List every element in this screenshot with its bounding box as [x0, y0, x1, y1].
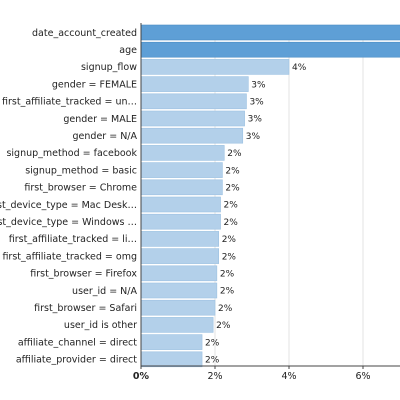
x-tick-label: 0% — [133, 371, 150, 382]
value-label: 2% — [220, 270, 235, 280]
category-label: first_browser = Firefox — [30, 269, 137, 280]
category-label: date_account_created — [32, 28, 137, 39]
category-label: first_browser = Safari — [34, 303, 137, 314]
bar[interactable] — [140, 93, 247, 110]
category-label: first_browser = Chrome — [24, 183, 137, 194]
bar[interactable] — [140, 110, 245, 127]
value-label: 2% — [227, 149, 242, 159]
category-label: gender = MALE — [63, 114, 137, 125]
category-label: first_affiliate_tracked = un… — [2, 97, 137, 108]
bar[interactable] — [140, 179, 223, 196]
value-label: 2% — [224, 218, 239, 228]
value-label: 2% — [224, 201, 239, 211]
category-label: first_affiliate_tracked = omg — [2, 251, 137, 262]
bar[interactable] — [140, 76, 249, 92]
value-label: 2% — [216, 321, 231, 331]
bar[interactable] — [140, 162, 223, 178]
category-label: signup_method = basic — [25, 165, 137, 176]
category-label: user_id is other — [64, 320, 137, 331]
value-label: 4% — [292, 63, 307, 73]
bar[interactable] — [140, 145, 225, 161]
bar[interactable] — [140, 248, 219, 264]
value-label: 3% — [248, 115, 263, 125]
value-label: 2% — [205, 356, 220, 366]
category-label: affiliate_channel = direct — [18, 337, 137, 348]
value-label: 2% — [218, 304, 233, 314]
x-tick-label: 6% — [355, 371, 370, 382]
category-label: first_device_type = Mac Desk… — [0, 200, 137, 211]
value-label: 2% — [222, 235, 237, 245]
bar[interactable] — [140, 41, 400, 58]
value-label: 2% — [205, 338, 220, 348]
bar[interactable] — [140, 265, 218, 282]
bar[interactable] — [140, 317, 214, 333]
bar[interactable] — [140, 299, 216, 316]
category-label: gender = N/A — [73, 131, 138, 142]
bar[interactable] — [140, 334, 203, 350]
bar[interactable] — [140, 127, 244, 144]
category-label: user_id = N/A — [72, 286, 137, 297]
category-label: first_affiliate_tracked = li… — [9, 234, 137, 245]
value-label: 2% — [225, 166, 240, 176]
category-label: affiliate_provider = direct — [16, 355, 137, 366]
category-label: signup_flow — [81, 62, 137, 73]
bar[interactable] — [140, 351, 203, 368]
category-label: age — [119, 45, 137, 56]
bar[interactable] — [140, 24, 400, 41]
category-label: gender = FEMALE — [52, 79, 137, 90]
value-label: 2% — [222, 252, 237, 262]
value-label: 2% — [220, 287, 235, 297]
value-label: 3% — [249, 98, 264, 108]
bar[interactable] — [140, 282, 218, 299]
x-tick-label: 4% — [281, 371, 296, 382]
bar[interactable] — [140, 59, 290, 75]
bar[interactable] — [140, 231, 219, 247]
value-label: 2% — [225, 184, 240, 194]
category-label: signup_method = facebook — [6, 148, 137, 159]
value-label: 3% — [251, 80, 266, 90]
category-label: first_device_type = Windows … — [0, 217, 137, 228]
value-label: 3% — [246, 132, 261, 142]
bar[interactable] — [140, 213, 221, 230]
x-tick-label: 2% — [207, 371, 222, 382]
bar[interactable] — [140, 196, 221, 213]
